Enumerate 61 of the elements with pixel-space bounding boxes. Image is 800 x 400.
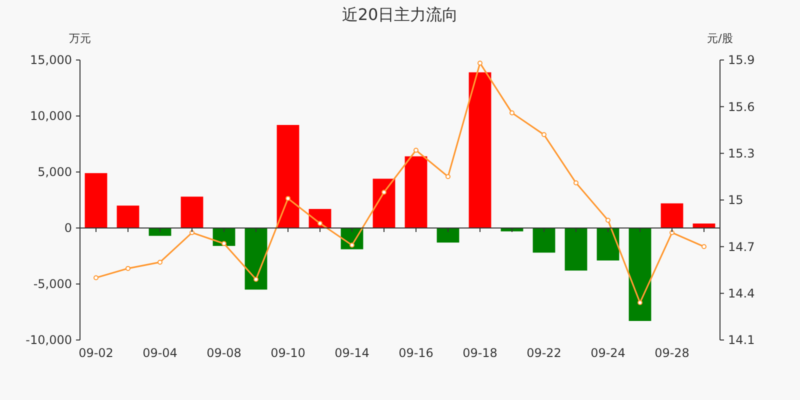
bar	[84, 173, 108, 228]
x-tick-label: 09-16	[398, 346, 434, 360]
point	[510, 110, 514, 116]
point	[574, 180, 578, 186]
y-tick-label: 0	[64, 221, 72, 236]
bar	[244, 228, 268, 290]
y-tick-label: 15,000	[30, 53, 72, 68]
y-tick-label: 5,000	[38, 165, 72, 180]
point	[254, 276, 258, 282]
point	[606, 218, 610, 223]
point	[478, 60, 482, 66]
y2-tick-label: 15.3	[728, 146, 755, 161]
y-tick-label: 10,000	[30, 109, 72, 124]
x-tick-label: 09-28	[654, 346, 690, 360]
point	[446, 174, 450, 180]
point	[94, 275, 98, 280]
bar	[596, 228, 620, 260]
point	[542, 132, 546, 138]
y2-tick-label: 15	[728, 193, 744, 208]
x-tick-label: 09-04	[142, 346, 178, 360]
bar	[148, 228, 172, 236]
bar	[532, 228, 556, 253]
x-tick-label: 09-14	[334, 346, 370, 360]
y2-axis-title: 元/股	[707, 32, 733, 45]
y-axis-title: 万元	[69, 32, 91, 45]
y-tick-label: -5,000	[33, 277, 72, 292]
x-tick-label: 09-24	[590, 346, 626, 360]
x-tick-label: 09-02	[78, 346, 114, 360]
point	[158, 260, 162, 265]
bar	[180, 196, 204, 228]
x-tick-label: 09-10	[270, 346, 306, 360]
point	[702, 244, 706, 250]
point	[414, 148, 418, 153]
bar	[404, 156, 428, 228]
bar	[628, 228, 652, 321]
point	[638, 300, 642, 306]
point	[382, 190, 386, 195]
bar	[660, 203, 684, 228]
y2-tick-label: 14.4	[728, 286, 755, 301]
y-tick-label: -10,000	[26, 333, 72, 348]
point	[670, 230, 674, 236]
bar	[564, 228, 588, 271]
point	[350, 242, 354, 248]
bar	[276, 124, 300, 228]
y2-tick-label: 14.1	[728, 333, 755, 348]
y2-tick-label: 15.6	[728, 100, 755, 114]
bar	[436, 228, 460, 243]
point	[190, 230, 194, 236]
x-tick-label: 09-08	[206, 346, 242, 360]
point	[286, 196, 290, 201]
point	[126, 266, 130, 271]
bar	[468, 72, 492, 228]
point	[222, 241, 226, 246]
y2-tick-label: 14.7	[728, 240, 755, 254]
y2-tick-label: 15.9	[728, 53, 755, 68]
x-tick-label: 09-18	[462, 346, 498, 360]
x-tick-label: 09-22	[526, 346, 562, 360]
bar	[372, 178, 396, 228]
chart-title: 近20日主力流向	[342, 5, 458, 24]
point	[318, 220, 322, 226]
bar	[116, 206, 140, 228]
